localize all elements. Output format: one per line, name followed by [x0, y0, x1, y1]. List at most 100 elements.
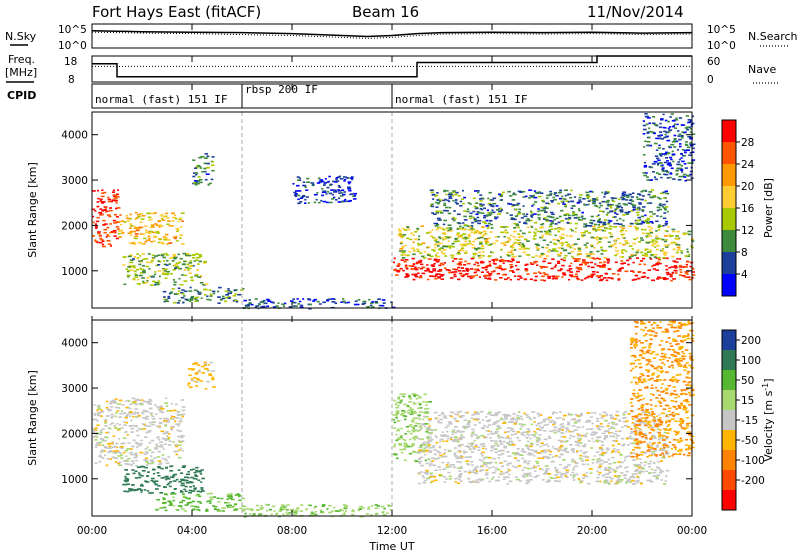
velocity-colorbar-tick-0: 200 [741, 335, 761, 347]
velocity-ylabel: Slant Range [km] [26, 370, 39, 466]
power-ytick-1: 2000 [61, 220, 88, 232]
power-panel: 1000 2000 3000 4000 Slant Range [km] [26, 111, 696, 310]
velocity-colorbar-tick-4: -15 [741, 415, 758, 427]
power-colorbar-band-5 [722, 230, 736, 253]
nave-tick-bottom: 0 [707, 74, 714, 86]
freq-tick-top: 18 [64, 56, 77, 68]
velocity-ytick-1: 2000 [61, 428, 88, 440]
velocity-colorbar-tick-7: -200 [741, 475, 765, 487]
velocity-colorbar-tick-3: 15 [741, 395, 754, 407]
power-region-7 [393, 257, 696, 282]
x-tick-label-2: 08:00 [277, 525, 307, 537]
noise-tick-right-top: 10^5 [707, 24, 736, 36]
freq-tick-bottom: 8 [68, 74, 75, 86]
cpid-segment-2: rbsp 200 IF [245, 83, 318, 96]
nsky-label: N.Sky [5, 30, 37, 43]
power-colorbar-band-2 [722, 164, 736, 187]
power-colorbar-tick-4: 12 [741, 225, 754, 237]
power-colorbar-tick-5: 8 [741, 247, 748, 259]
power-region-6 [292, 175, 357, 205]
x-tick-label-5: 20:00 [577, 525, 607, 537]
freq-label-line1: Freq. [8, 53, 35, 66]
power-colorbar-band-6 [722, 252, 736, 275]
power-colorbar-tick-3: 16 [741, 203, 755, 215]
noise-series-nsky [91, 29, 693, 38]
station-title: Fort Hays East (fitACF) [92, 3, 261, 21]
power-colorbar-tick-6: 4 [741, 269, 748, 281]
velocity-region-5 [392, 393, 434, 463]
power-colorbar-tick-2: 20 [741, 181, 754, 193]
power-colorbar: 28 24 20 16 12 8 4 Power [dB] [721, 119, 775, 297]
velocity-region-4 [242, 503, 393, 518]
power-region-1 [117, 211, 185, 245]
velocity-region-0 [92, 397, 186, 467]
power-ytick-2: 3000 [61, 175, 88, 187]
power-region-3 [162, 286, 245, 304]
cpid-panel: CPID normal (fast) 151 IF rbsp 200 IF no… [7, 83, 693, 109]
velocity-ytick-2: 3000 [61, 383, 88, 395]
velocity-ytick-0: 1000 [61, 474, 88, 486]
x-tick-label-1: 04:00 [177, 525, 207, 537]
noise-panel: 10^5 10^0 10^5 10^0 N.Sky N.Search [5, 23, 798, 52]
velocity-colorbar-band-8 [722, 490, 736, 511]
x-axis-label: Time UT [368, 540, 414, 553]
velocity-region-6 [417, 410, 671, 485]
velocity-colorbar-band-5 [722, 430, 736, 451]
power-colorbar-band-1 [722, 142, 736, 165]
noise-tick-left-bottom: 10^0 [58, 40, 87, 52]
cpid-label: CPID [7, 89, 36, 102]
velocity-colorbar-band-7 [722, 470, 736, 491]
velocity-region-7 [629, 320, 696, 458]
velocity-region-2 [155, 492, 246, 513]
power-region-4 [192, 153, 215, 186]
power-ytick-3: 4000 [61, 130, 88, 142]
noise-series-nsearch [91, 31, 693, 39]
noise-tick-left-top: 10^5 [58, 24, 87, 36]
power-colorbar-frame [721, 119, 737, 297]
x-tick-label-4: 16:00 [477, 525, 507, 537]
velocity-panel: 1000 2000 3000 4000 Slant Range [km] [26, 319, 696, 518]
noise-tick-right-bottom: 10^0 [707, 40, 736, 52]
velocity-colorbar-band-0 [722, 330, 736, 351]
power-region-8 [397, 225, 695, 259]
velocity-colorbar: 200 100 50 15 -15 -50 -100 -200 Velocity [m s-1… [721, 329, 775, 511]
power-region-9 [429, 189, 669, 227]
velocity-colorbar-band-3 [722, 390, 736, 411]
nave-tick-top: 60 [707, 56, 720, 68]
velocity-colorbar-band-2 [722, 370, 736, 391]
cpid-segment-3: normal (fast) 151 IF [395, 93, 527, 106]
x-tick-label-0: 00:00 [77, 525, 107, 537]
velocity-colorbar-tick-5: -50 [741, 435, 758, 447]
power-colorbar-tick-0: 28 [741, 137, 754, 149]
power-colorbar-band-7 [722, 274, 736, 297]
power-ylabel: Slant Range [km] [26, 162, 39, 258]
power-region-10 [642, 113, 696, 182]
velocity-colorbar-tick-6: -100 [741, 455, 765, 467]
date-label: 11/Nov/2014 [587, 3, 684, 21]
x-tick-label-3: 12:00 [377, 525, 407, 537]
beam-label: Beam 16 [352, 3, 419, 21]
power-region-2 [122, 252, 209, 286]
power-colorbar-label: Power [dB] [762, 178, 775, 238]
power-colorbar-band-3 [722, 186, 736, 209]
power-colorbar-band-0 [722, 120, 736, 143]
power-colorbar-tick-1: 24 [741, 159, 755, 171]
velocity-colorbar-label: Velocity [m s-1] [761, 378, 775, 461]
velocity-colorbar-band-4 [722, 410, 736, 431]
nsearch-label: N.Search [748, 30, 798, 43]
power-region-0 [92, 189, 121, 248]
velocity-colorbar-tick-1: 100 [741, 355, 761, 367]
nave-label: Nave [748, 63, 776, 76]
velocity-region-3 [187, 361, 216, 390]
x-tick-label-6: 00:00 [677, 525, 707, 537]
velocity-colorbar-band-6 [722, 450, 736, 471]
cpid-segment-1: normal (fast) 151 IF [95, 93, 227, 106]
x-axis: 00:00 04:00 08:00 12:00 16:00 20:00 00:00 [77, 24, 707, 537]
power-colorbar-band-4 [722, 208, 736, 231]
freq-label-line2: [MHz] [5, 66, 37, 79]
velocity-region-1 [122, 465, 205, 494]
velocity-colorbar-frame [721, 329, 737, 511]
power-ytick-0: 1000 [61, 266, 88, 278]
velocity-colorbar-band-1 [722, 350, 736, 371]
